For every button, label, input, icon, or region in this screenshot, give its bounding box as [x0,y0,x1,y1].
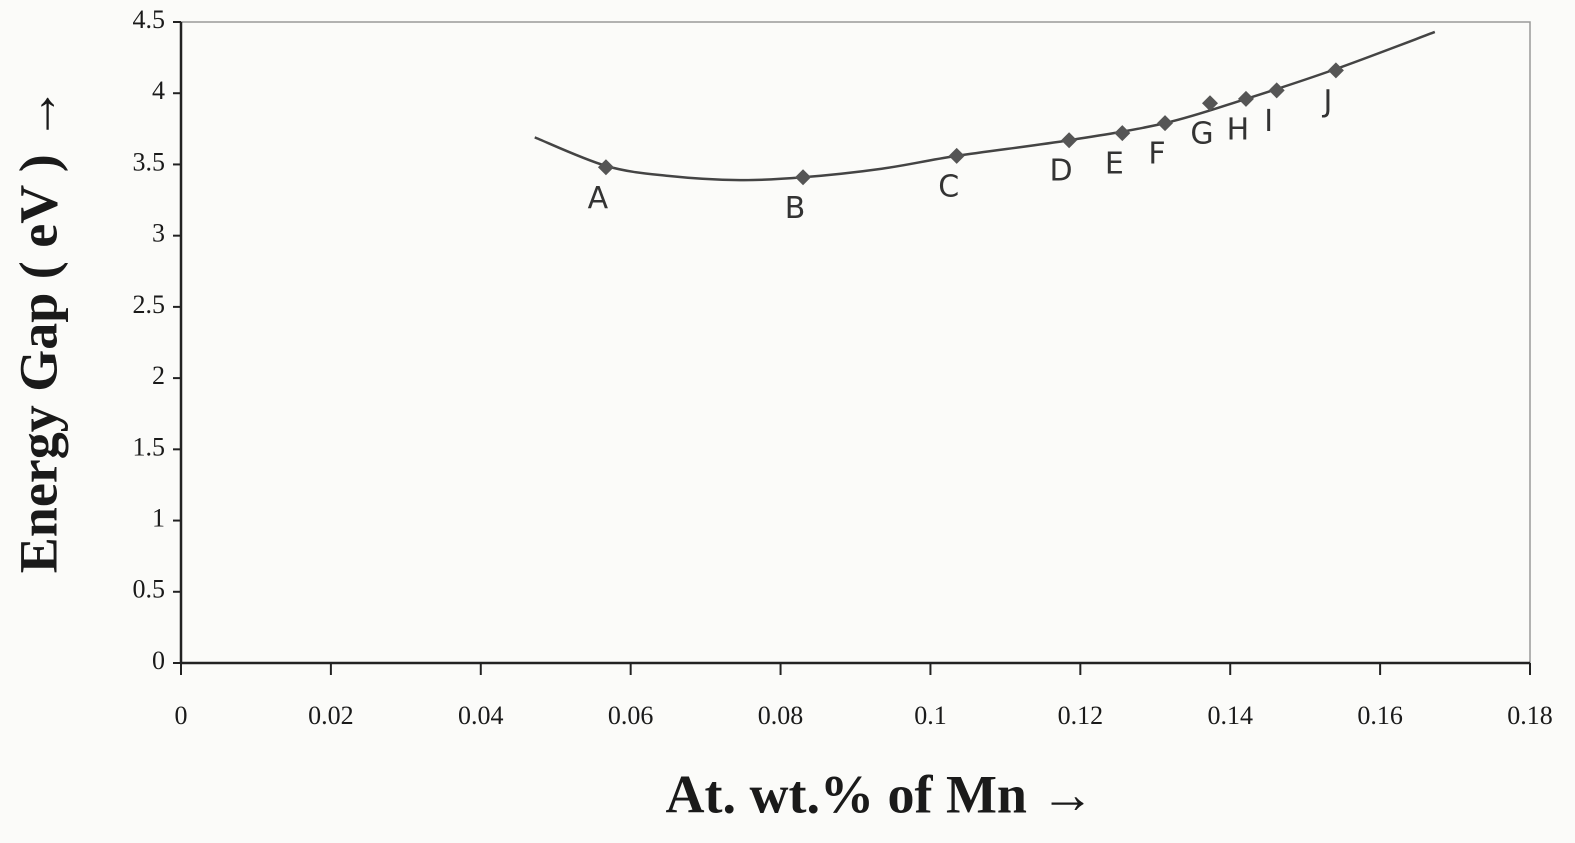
data-point [1114,125,1131,142]
y-tick-label: 3 [152,219,165,248]
point-label: B [785,191,806,226]
x-axis-title: At. wt.% of Mn → [666,764,1095,824]
x-tick-label: 0.18 [1507,701,1553,730]
data-point [1237,90,1254,107]
x-tick-label: 0.1 [914,701,947,730]
x-tick-label: 0.16 [1357,701,1403,730]
y-axis-title: Energy Gap ( eV ) → [8,87,68,573]
y-tick-label: 0 [152,646,165,675]
point-label: H [1227,112,1250,147]
y-tick-label: 3.5 [133,147,166,176]
fit-curve [534,30,1436,182]
x-tick-label: 0.08 [758,701,804,730]
x-tick-label: 0.04 [458,701,504,730]
x-tick-label: 0.06 [608,701,654,730]
point-label: A [588,181,609,216]
data-point [1061,132,1078,149]
y-tick-label: 4 [152,76,165,105]
data-point [1327,62,1344,79]
point-label: J [1321,84,1332,119]
x-tick-label: 0.02 [308,701,354,730]
x-tick-label: 0.12 [1058,701,1104,730]
point-label: I [1264,104,1273,139]
y-tick-label: 2.5 [133,290,166,319]
data-point [1268,82,1285,99]
x-tick-label: 0.14 [1207,701,1253,730]
point-label: G [1190,117,1213,152]
y-tick-label: 4.5 [133,5,166,34]
point-label: E [1105,147,1124,182]
y-tick-label: 0.5 [133,575,166,604]
point-label: C [938,169,959,204]
data-point [795,169,812,186]
data-point [1201,95,1218,112]
data-point [948,147,965,164]
y-tick-label: 1 [152,504,165,533]
data-point [1157,115,1174,132]
point-label: F [1148,137,1165,172]
y-tick-label: 2 [152,361,165,390]
data-point [597,159,614,176]
point-label: D [1050,154,1073,189]
x-tick-label: 0 [175,701,188,730]
y-tick-label: 1.5 [133,432,166,461]
